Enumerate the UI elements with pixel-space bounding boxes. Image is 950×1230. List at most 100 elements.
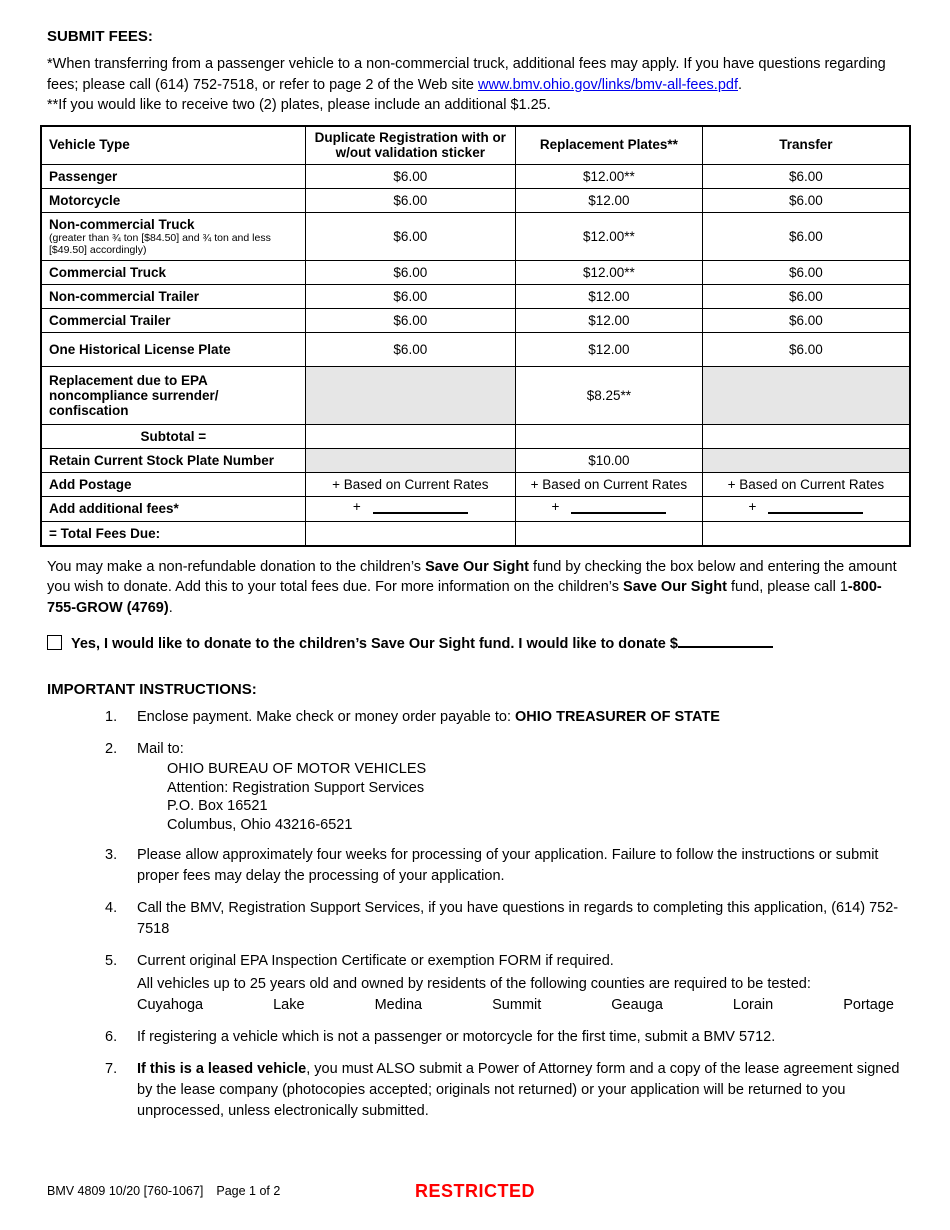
- table-row-additional-fees: Add additional fees* + + +: [40, 495, 911, 522]
- table-cell: $12.00: [514, 307, 703, 333]
- item-body: If registering a vehicle which is not a …: [137, 1029, 776, 1045]
- table-cell: $6.00: [701, 283, 911, 309]
- item-body: Enclose payment. Make check or money ord…: [137, 707, 720, 728]
- table-cell: $6.00: [304, 163, 516, 189]
- table-cell: $6.00: [304, 331, 516, 367]
- row-label: Replacement due to EPA noncompliance sur…: [40, 365, 306, 425]
- table-row-noncommercial-trailer: Non-commercial Trailer $6.00 $12.00 $6.0…: [40, 283, 911, 309]
- item-text: Mail to:: [137, 741, 184, 757]
- row-label-main: Non-commercial Truck: [49, 216, 195, 232]
- fees-note-text: *When transferring from a passenger vehi…: [47, 56, 886, 93]
- save-our-sight-bold: Save Our Sight: [425, 558, 530, 575]
- leased-vehicle-bold: If this is a leased vehicle: [137, 1061, 307, 1077]
- county-name: Summit: [492, 997, 542, 1013]
- table-cell: $6.00: [304, 259, 516, 285]
- table-cell: $6.00: [304, 283, 516, 309]
- important-instructions-heading: IMPORTANT INSTRUCTIONS:: [47, 681, 257, 698]
- mailing-address: OHIO BUREAU OF MOTOR VEHICLES Attention:…: [167, 760, 426, 834]
- donate-checkbox[interactable]: [47, 635, 62, 650]
- counties-note: All vehicles up to 25 years old and owne…: [137, 976, 811, 992]
- col-header-vehicle-type: Vehicle Type: [40, 125, 306, 165]
- table-cell: $10.00: [514, 447, 703, 473]
- table-cell: $6.00: [701, 187, 911, 213]
- counties-list: Cuyahoga Lake Medina Summit Geauga Lorai…: [137, 995, 894, 1016]
- table-row-add-postage: Add Postage + Based on Current Rates + B…: [40, 471, 911, 497]
- county-name: Cuyahoga: [137, 997, 204, 1013]
- table-cell-blank: [304, 423, 516, 449]
- col-header-replacement-plates: Replacement Plates**: [514, 125, 703, 165]
- plus-sign: +: [551, 498, 560, 514]
- table-row-commercial-trailer: Commercial Trailer $6.00 $12.00 $6.00: [40, 307, 911, 333]
- item-body: Mail to: OHIO BUREAU OF MOTOR VEHICLES A…: [137, 739, 426, 834]
- row-label: Retain Current Stock Plate Number: [40, 447, 306, 473]
- table-cell: $6.00: [701, 259, 911, 285]
- table-cell: + Based on Current Rates: [304, 471, 516, 497]
- county-name: Medina: [374, 997, 423, 1013]
- item-number: 2.: [105, 741, 118, 757]
- additional-fee-input-line[interactable]: [372, 501, 468, 514]
- table-row-retain-plate-number: Retain Current Stock Plate Number $10.00: [40, 447, 911, 473]
- item-body: Call the BMV, Registration Support Servi…: [137, 900, 899, 937]
- item-number: 3.: [105, 847, 118, 863]
- fees-table: Vehicle Type Duplicate Registration with…: [40, 124, 911, 547]
- table-cell: $12.00**: [514, 163, 703, 189]
- col-header-duplicate-registration: Duplicate Registration with or w/out val…: [304, 125, 516, 165]
- table-cell-blank: [304, 520, 516, 546]
- row-label: Non-commercial Truck (greater than ¾ ton…: [40, 211, 306, 261]
- table-cell: $12.00**: [514, 259, 703, 285]
- table-cell: $6.00: [701, 331, 911, 367]
- table-cell: $12.00: [514, 331, 703, 367]
- table-cell: $12.00: [514, 283, 703, 309]
- payable-to-bold: OHIO TREASURER OF STATE: [515, 709, 720, 725]
- row-label: Add Postage: [40, 471, 306, 497]
- two-plates-note: **If you would like to receive two (2) p…: [47, 97, 551, 113]
- table-row-historical-plate: One Historical License Plate $6.00 $12.0…: [40, 331, 911, 367]
- row-label: One Historical License Plate: [40, 331, 306, 367]
- table-cell: + Based on Current Rates: [514, 471, 703, 497]
- table-row-commercial-truck: Commercial Truck $6.00 $12.00** $6.00: [40, 259, 911, 285]
- donation-amount-input-line[interactable]: [677, 635, 773, 648]
- table-cell: $6.00: [701, 211, 911, 261]
- address-line: P.O. Box 16521: [167, 798, 268, 814]
- table-cell-blank: [701, 423, 911, 449]
- form-number: BMV 4809 10/20 [760-1067]: [47, 1184, 204, 1198]
- donate-checkbox-label: Yes, I would like to donate to the child…: [71, 636, 678, 652]
- instruction-item-1: 1. Enclose payment. Make check or money …: [105, 707, 908, 728]
- instruction-item-2: 2. Mail to: OHIO BUREAU OF MOTOR VEHICLE…: [105, 739, 908, 834]
- donation-text: .: [168, 599, 173, 616]
- page-footer: BMV 4809 10/20 [760-1067] Page 1 of 2 RES…: [0, 1181, 950, 1205]
- row-label-sub: (greater than ¾ ton [$84.50] and ¾ ton a…: [49, 231, 271, 256]
- table-cell: $6.00: [304, 307, 516, 333]
- county-name: Portage: [843, 997, 894, 1013]
- table-cell-blank: [701, 520, 911, 546]
- instruction-item-7: 7. If this is a leased vehicle, you must…: [105, 1059, 908, 1122]
- donation-checkbox-row: Yes, I would like to donate to the child…: [47, 635, 908, 652]
- item-text: Current original EPA Inspection Certific…: [137, 953, 614, 969]
- page-number: Page 1 of 2: [216, 1184, 281, 1198]
- item-number: 5.: [105, 953, 118, 969]
- row-label: Motorcycle: [40, 187, 306, 213]
- item-text: , you must ALSO submit a Power of Attorn…: [137, 1061, 900, 1119]
- table-cell: +: [304, 495, 516, 522]
- table-cell-blank: [514, 423, 703, 449]
- fees-note-period: .: [738, 76, 743, 93]
- item-body: If this is a leased vehicle, you must AL…: [137, 1059, 908, 1122]
- fees-note: *When transferring from a passenger vehi…: [47, 54, 908, 116]
- instruction-item-4: 4. Call the BMV, Registration Support Se…: [105, 898, 908, 940]
- table-cell: $6.00: [304, 187, 516, 213]
- table-row-passenger: Passenger $6.00 $12.00** $6.00: [40, 163, 911, 189]
- table-cell-blank: [514, 520, 703, 546]
- save-our-sight-bold: Save Our Sight: [623, 579, 727, 595]
- row-label: Passenger: [40, 163, 306, 189]
- table-header-row: Vehicle Type Duplicate Registration with…: [40, 125, 911, 165]
- instruction-item-6: 6. If registering a vehicle which is not…: [105, 1027, 908, 1048]
- bmv-fees-link[interactable]: www.bmv.ohio.gov/links/bmv-all-fees.pdf: [477, 76, 738, 93]
- additional-fee-input-line[interactable]: [768, 501, 864, 514]
- row-label: = Total Fees Due:: [40, 520, 306, 546]
- item-number: 4.: [105, 900, 118, 916]
- additional-fee-input-line[interactable]: [571, 501, 667, 514]
- page-content: SUBMIT FEES: *When transferring from a p…: [40, 28, 911, 1122]
- instruction-item-5: 5. Current original EPA Inspection Certi…: [105, 951, 908, 1016]
- table-cell: $6.00: [304, 211, 516, 261]
